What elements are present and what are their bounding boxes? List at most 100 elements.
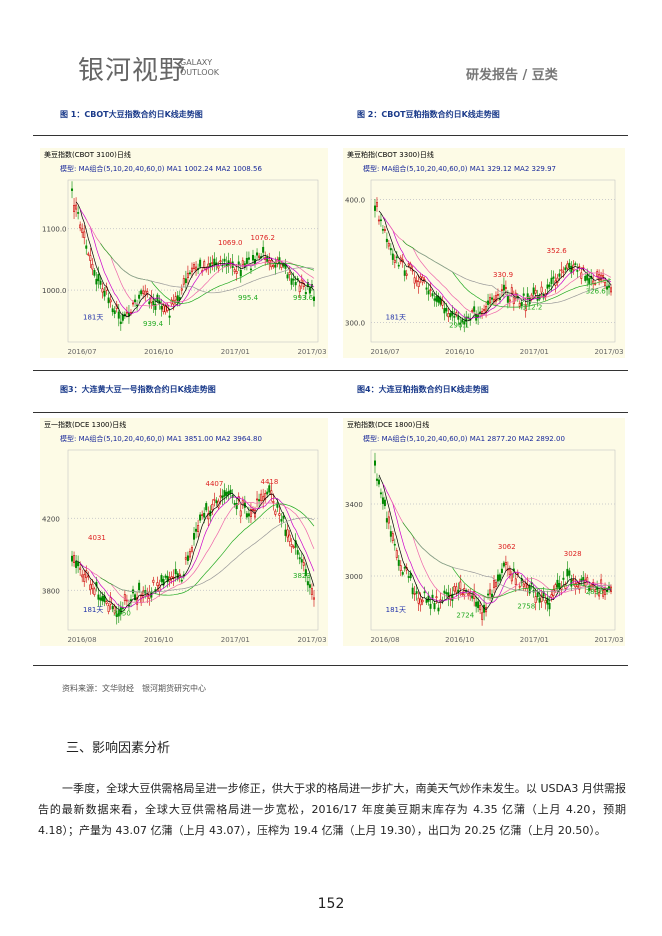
y-tick-label: 1100.0 bbox=[42, 226, 67, 234]
candle bbox=[190, 267, 193, 273]
candle bbox=[286, 529, 289, 538]
candle bbox=[294, 540, 297, 548]
paragraph: 一季度，全球大豆供需格局呈进一步修正，供大于求的格局进一步扩大，南美天气炒作未发… bbox=[38, 782, 626, 837]
y-tick-label: 400.0 bbox=[345, 196, 365, 204]
candle bbox=[578, 582, 581, 590]
candle bbox=[407, 263, 410, 266]
y-tick-label: 3400 bbox=[345, 501, 363, 509]
candle bbox=[514, 292, 517, 299]
candle bbox=[498, 298, 501, 300]
candle bbox=[455, 586, 458, 593]
candle bbox=[512, 297, 515, 305]
candle bbox=[606, 286, 609, 290]
ma-line bbox=[414, 538, 612, 592]
candle bbox=[199, 259, 202, 267]
candle bbox=[395, 256, 398, 259]
candle bbox=[85, 245, 88, 249]
candle bbox=[223, 490, 226, 497]
candle bbox=[215, 500, 218, 504]
candle bbox=[197, 525, 200, 532]
candle bbox=[508, 299, 511, 302]
candle bbox=[598, 592, 601, 597]
candle bbox=[498, 574, 501, 581]
candle bbox=[258, 499, 261, 502]
candle bbox=[79, 224, 82, 229]
candle bbox=[268, 260, 271, 264]
candle bbox=[429, 603, 432, 609]
candle bbox=[241, 260, 244, 265]
candle bbox=[121, 314, 124, 321]
candle bbox=[492, 580, 495, 588]
candle bbox=[379, 219, 382, 222]
candle bbox=[91, 263, 94, 270]
candle bbox=[229, 489, 232, 494]
candle bbox=[524, 583, 527, 589]
candle bbox=[99, 280, 102, 285]
candle bbox=[168, 315, 171, 318]
logo-en: OUTLOOK bbox=[180, 68, 220, 77]
candle bbox=[568, 570, 571, 576]
candle bbox=[411, 587, 414, 595]
candle bbox=[504, 287, 507, 289]
candle bbox=[268, 485, 271, 493]
candle bbox=[415, 280, 418, 282]
annotation: 3028 bbox=[564, 550, 582, 558]
candle bbox=[286, 274, 289, 279]
candle bbox=[186, 272, 189, 279]
candle bbox=[546, 284, 549, 289]
rule bbox=[33, 370, 628, 371]
caption: 图 1：CBOT大豆指数合约日K线走势图 bbox=[60, 110, 203, 119]
ma-line bbox=[378, 210, 612, 322]
candle bbox=[536, 592, 539, 598]
candle bbox=[483, 309, 486, 311]
candle bbox=[266, 491, 269, 495]
candle bbox=[496, 574, 499, 582]
source: 资料来源：文华财经 银河期货研究中心 bbox=[62, 684, 206, 693]
candle bbox=[174, 568, 177, 575]
candle bbox=[584, 579, 587, 587]
candle bbox=[160, 305, 163, 310]
candle bbox=[417, 281, 420, 287]
candle bbox=[239, 269, 242, 277]
candle bbox=[461, 593, 464, 595]
candle bbox=[270, 490, 273, 495]
candle bbox=[312, 296, 315, 301]
candle bbox=[83, 231, 86, 239]
x-tick-label: 2016/10 bbox=[144, 348, 173, 356]
candle bbox=[594, 589, 597, 592]
candle bbox=[113, 310, 116, 314]
x-tick-label: 2017/03 bbox=[594, 636, 623, 644]
candle bbox=[453, 316, 456, 318]
candle bbox=[193, 264, 196, 270]
candle bbox=[203, 261, 206, 269]
ma-legend: 模型: MA组合(5,10,20,40,60,0) MA1 3851.00 MA… bbox=[60, 434, 262, 443]
annotation: 4031 bbox=[88, 534, 106, 542]
candle bbox=[447, 592, 450, 599]
caption: 图 2：CBOT豆粕指数合约日K线走势图 bbox=[357, 110, 500, 119]
x-tick-label: 2017/03 bbox=[297, 348, 326, 356]
candle bbox=[312, 597, 315, 600]
candle bbox=[156, 582, 159, 586]
candle bbox=[91, 583, 94, 589]
candle bbox=[162, 305, 165, 313]
x-tick-label: 2016/10 bbox=[445, 636, 474, 644]
candle bbox=[249, 268, 252, 271]
candle bbox=[492, 298, 495, 302]
candle bbox=[453, 586, 456, 592]
candle bbox=[219, 260, 222, 263]
candle bbox=[247, 513, 250, 517]
candle bbox=[164, 306, 167, 313]
candle bbox=[134, 594, 137, 601]
candle bbox=[459, 581, 462, 590]
candle bbox=[576, 270, 579, 272]
ma-line bbox=[414, 249, 612, 305]
candle bbox=[481, 612, 484, 620]
annotation: 181天 bbox=[83, 313, 103, 321]
candle bbox=[115, 613, 118, 617]
annotation: 181天 bbox=[386, 313, 406, 321]
annotation: 1069.0 bbox=[218, 239, 243, 247]
candle bbox=[385, 238, 388, 243]
candle bbox=[308, 584, 311, 588]
